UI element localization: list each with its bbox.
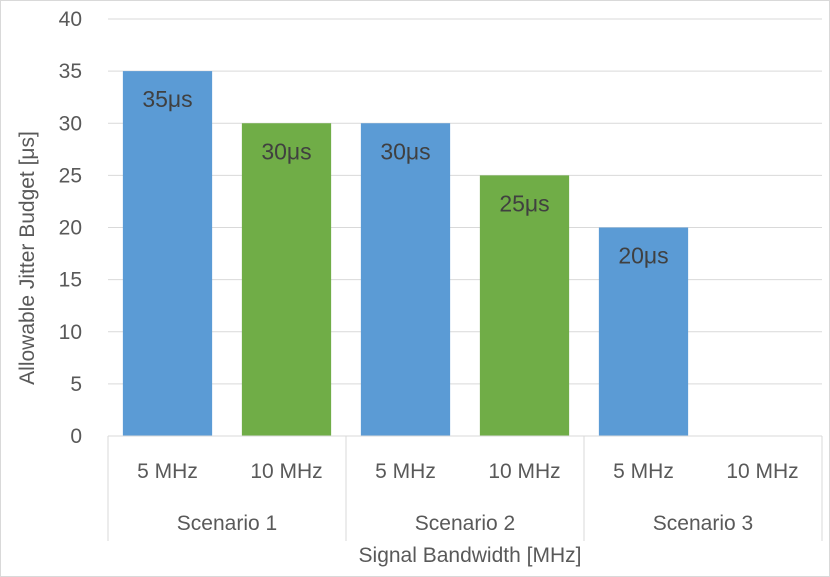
x-axis-title: Signal Bandwidth [MHz] [359,544,582,567]
data-label: 20μs [618,243,668,269]
y-tick-label: 20 [59,217,82,240]
group-label: Scenario 2 [415,512,515,535]
data-labels: 35μs 30μs 30μs 25μs 20μs [142,86,668,268]
x-tick-label: 5 MHz [613,460,674,483]
x-tick-label: 10 MHz [250,460,322,483]
y-tick-label: 40 [59,8,82,31]
y-tick-label: 30 [59,112,82,135]
bars [122,71,689,436]
bar [360,123,451,436]
x-tick-label: 5 MHz [375,460,436,483]
y-tick-label: 25 [59,164,82,187]
x-axis: 5 MHz 10 MHz 5 MHz 10 MHz 5 MHz 10 MHz Scenari… [107,435,823,541]
data-label: 25μs [499,190,549,216]
y-axis-ticks: 0 5 10 15 20 25 30 35 40 [59,8,82,448]
y-tick-label: 35 [59,60,82,83]
bar [598,227,689,436]
bar [122,71,213,436]
y-tick-label: 5 [70,373,82,396]
x-tick-label: 5 MHz [137,460,198,483]
data-label: 30μs [261,138,311,164]
y-axis-title: Allowable Jitter Budget [μs] [16,131,39,385]
gridlines [108,18,822,385]
y-tick-label: 10 [59,321,82,344]
y-tick-label: 15 [59,269,82,292]
data-label: 35μs [142,86,192,112]
bar [241,123,332,436]
group-label: Scenario 1 [177,512,277,535]
bar [479,175,570,436]
data-label: 30μs [380,138,430,164]
x-tick-label: 10 MHz [726,460,798,483]
group-label: Scenario 3 [653,512,753,535]
x-tick-label: 10 MHz [488,460,560,483]
y-tick-label: 0 [70,425,82,448]
